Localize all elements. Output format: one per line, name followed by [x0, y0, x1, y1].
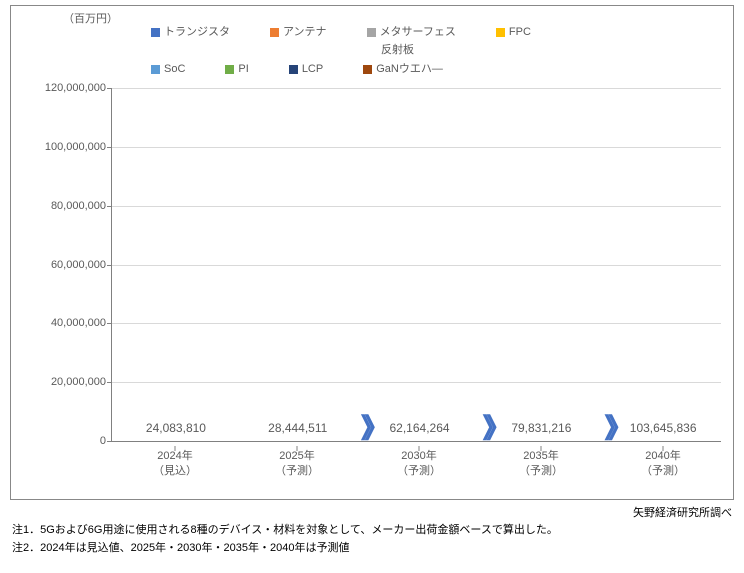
legend-row: SoC PI LCP GaNウエハ―	[151, 61, 621, 79]
y-tick-label: 0	[100, 435, 112, 447]
page-root: （百万円） トランジスタ アンテナ メタサーフェス FPC 反射板 SoC PI LCP G…	[0, 0, 744, 573]
x-label-type: （見込）	[153, 464, 197, 479]
legend-item: トランジスタ	[151, 24, 230, 42]
legend-item: PI	[225, 61, 248, 79]
y-tick-label: 40,000,000	[51, 317, 112, 329]
bar-total-label: 24,083,810	[146, 421, 206, 435]
legend-label: SoC	[164, 61, 185, 79]
x-axis-label: 2024年（見込）	[153, 449, 197, 480]
notes: 注1．5Gおよび6G用途に使用される8種のデバイス・材料を対象として、メーカー出…	[12, 522, 558, 557]
x-axis-label: 2040年（予測）	[641, 449, 685, 480]
legend-swatch	[367, 28, 376, 37]
x-label-type: （予測）	[275, 464, 319, 479]
legend-label: GaNウエハ―	[376, 61, 443, 79]
y-tick-label: 80,000,000	[51, 200, 112, 212]
legend-swatch	[363, 65, 372, 74]
legend-item: メタサーフェス	[367, 24, 456, 42]
y-tick-label: 60,000,000	[51, 259, 112, 271]
legend-item: LCP	[289, 61, 323, 79]
x-label-year: 2024年	[153, 449, 197, 464]
legend-label: アンテナ	[283, 24, 327, 42]
legend-sub-label: 反射板	[381, 42, 621, 60]
plot-region: 020,000,00040,000,00060,000,00080,000,00…	[111, 88, 721, 441]
legend-item: GaNウエハ―	[363, 61, 443, 79]
y-tick-label: 120,000,000	[45, 82, 112, 94]
chart-area: （百万円） トランジスタ アンテナ メタサーフェス FPC 反射板 SoC PI LCP G…	[10, 5, 734, 500]
bar-total-label: 79,831,216	[511, 421, 571, 435]
x-label-type: （予測）	[641, 464, 685, 479]
x-label-year: 2030年	[397, 449, 441, 464]
x-axis-label: 2030年（予測）	[397, 449, 441, 480]
x-label-year: 2040年	[641, 449, 685, 464]
legend-swatch	[151, 65, 160, 74]
note-line: 注1．5Gおよび6G用途に使用される8種のデバイス・材料を対象として、メーカー出…	[12, 522, 558, 540]
x-label-year: 2035年	[519, 449, 563, 464]
legend-item: SoC	[151, 61, 185, 79]
y-tick-label: 100,000,000	[45, 141, 112, 153]
gridline	[112, 441, 721, 442]
x-label-year: 2025年	[275, 449, 319, 464]
bar-total-label: 103,645,836	[630, 421, 697, 435]
y-tick-label: 20,000,000	[51, 376, 112, 388]
bar-total-label: 28,444,511	[268, 421, 327, 435]
source-text: 矢野経済研究所調べ	[633, 504, 732, 520]
legend-label: メタサーフェス	[380, 24, 456, 42]
legend-label: PI	[238, 61, 248, 79]
legend-swatch	[225, 65, 234, 74]
legend-label: トランジスタ	[164, 24, 230, 42]
legend: トランジスタ アンテナ メタサーフェス FPC 反射板 SoC PI LCP GaNウエハ―	[151, 24, 621, 81]
y-axis-label: （百万円）	[63, 10, 118, 26]
legend-label: LCP	[302, 61, 323, 79]
axis-break-icon: ❭❭	[355, 411, 363, 441]
legend-swatch	[151, 28, 160, 37]
legend-swatch	[289, 65, 298, 74]
note-line: 注2．2024年は見込値、2025年・2030年・2035年・2040年は予測値	[12, 540, 558, 558]
legend-row: トランジスタ アンテナ メタサーフェス FPC	[151, 24, 621, 42]
axis-break-icon: ❭❭	[477, 411, 485, 441]
x-axis-labels: 2024年（見込）2025年（予測）2030年（予測）2035年（予測）2040…	[111, 447, 721, 491]
legend-label: FPC	[509, 24, 531, 42]
bars-container: 24,083,810 28,444,511 62,164,264 79,831,216…	[112, 88, 721, 441]
legend-item: FPC	[496, 24, 531, 42]
x-axis-label: 2025年（予測）	[275, 449, 319, 480]
x-axis-label: 2035年（予測）	[519, 449, 563, 480]
legend-swatch	[270, 28, 279, 37]
bar-total-label: 62,164,264	[390, 421, 450, 435]
axis-break-icon: ❭❭	[598, 411, 606, 441]
legend-swatch	[496, 28, 505, 37]
legend-item: アンテナ	[270, 24, 327, 42]
x-label-type: （予測）	[519, 464, 563, 479]
x-label-type: （予測）	[397, 464, 441, 479]
